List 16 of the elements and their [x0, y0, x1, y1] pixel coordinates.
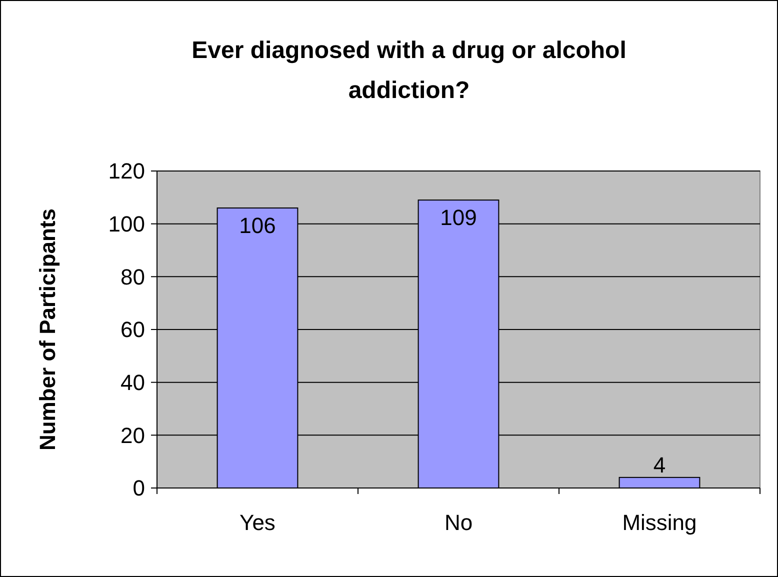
data-label: 109	[440, 205, 477, 230]
x-tick-label: No	[444, 510, 473, 535]
y-tick-label: 20	[120, 422, 145, 448]
bar	[618, 476, 700, 488]
y-tick-label: 100	[108, 212, 145, 237]
x-tick-label: Missing	[622, 510, 697, 535]
data-label: 4	[653, 452, 666, 478]
data-label: 106	[239, 212, 276, 238]
y-tick-label: 60	[120, 317, 145, 342]
y-axis-title: Number of Participants	[35, 208, 60, 451]
y-tick-label: 0	[132, 476, 145, 501]
y-tick-label: 40	[120, 370, 145, 396]
x-tick-label: Yes	[240, 510, 276, 535]
chart-title: Ever diagnosed with a drug or alcohol addiction?	[192, 37, 626, 104]
y-tick-label: 80	[120, 264, 145, 290]
y-tick-label: 120	[108, 158, 145, 184]
